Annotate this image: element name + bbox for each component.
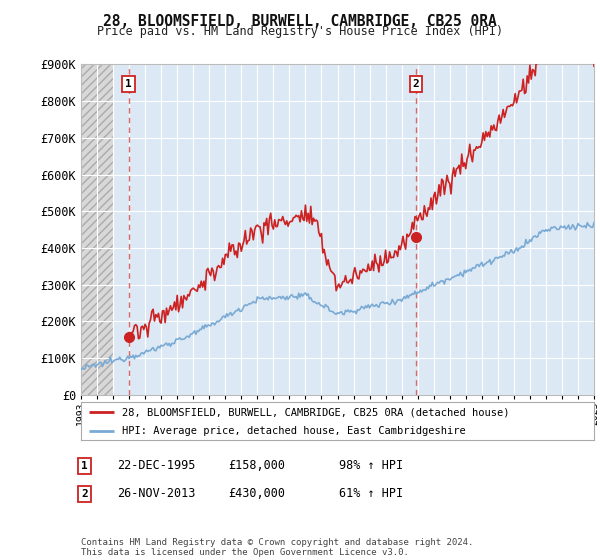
Bar (81, 64, 113, 395)
Text: 28, BLOOMSFIELD, BURWELL, CAMBRIDGE, CB25 0RA (detached house): 28, BLOOMSFIELD, BURWELL, CAMBRIDGE, CB2… (122, 407, 509, 417)
Text: £158,000: £158,000 (228, 459, 285, 473)
Text: 26-NOV-2013: 26-NOV-2013 (117, 487, 196, 501)
Text: 28, BLOOMSFIELD, BURWELL, CAMBRIDGE, CB25 0RA: 28, BLOOMSFIELD, BURWELL, CAMBRIDGE, CB2… (103, 14, 497, 29)
Text: 1: 1 (81, 461, 88, 471)
Text: 22-DEC-1995: 22-DEC-1995 (117, 459, 196, 473)
Text: 61% ↑ HPI: 61% ↑ HPI (339, 487, 403, 501)
Text: £430,000: £430,000 (228, 487, 285, 501)
Text: Contains HM Land Registry data © Crown copyright and database right 2024.
This d: Contains HM Land Registry data © Crown c… (81, 538, 473, 557)
Text: 2: 2 (81, 489, 88, 499)
Text: Price paid vs. HM Land Registry's House Price Index (HPI): Price paid vs. HM Land Registry's House … (97, 25, 503, 38)
Text: HPI: Average price, detached house, East Cambridgeshire: HPI: Average price, detached house, East… (122, 426, 466, 436)
Text: 2: 2 (413, 80, 419, 89)
Text: 98% ↑ HPI: 98% ↑ HPI (339, 459, 403, 473)
Text: 1: 1 (125, 80, 132, 89)
